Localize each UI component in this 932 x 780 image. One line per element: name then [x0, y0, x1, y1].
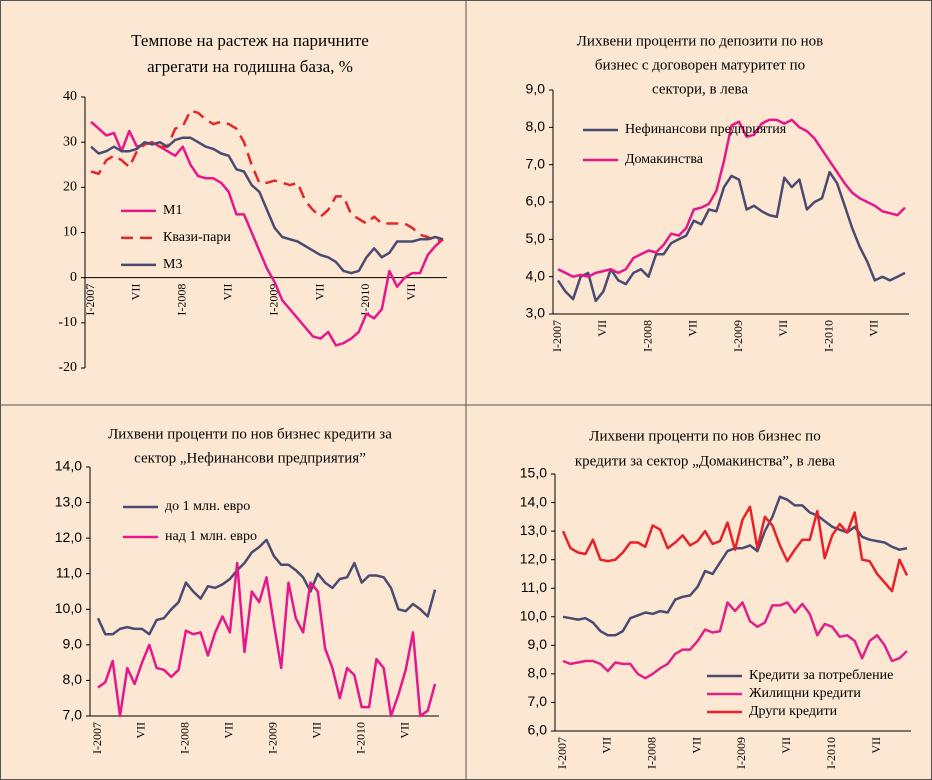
- chart-title: Лихвени проценти по нов бизнес по: [589, 428, 820, 444]
- chart-title: Темпове на растеж на паричните: [131, 31, 369, 50]
- y-tick-label: 13,0: [520, 522, 547, 538]
- x-tick-label: VII: [600, 737, 614, 754]
- y-tick-label: 8,0: [526, 118, 546, 134]
- series-line: [556, 170, 906, 303]
- legend-label: Нефинансови предприятия: [625, 122, 787, 137]
- x-tick-label: I-2009: [266, 284, 280, 316]
- legend-label: Жилищни кредити: [749, 686, 861, 701]
- y-tick-label: 9,0: [526, 81, 546, 97]
- chart-title: Лихвени проценти по нов бизнес кредити з…: [108, 426, 392, 442]
- y-tick-label: 9,0: [63, 636, 83, 652]
- x-tick-label: I-2010: [821, 320, 835, 352]
- x-tick-label: I-2007: [555, 737, 569, 769]
- x-tick-label: I-2007: [83, 284, 97, 316]
- x-tick-label: VII: [867, 320, 881, 337]
- y-tick-label: 10,0: [55, 600, 82, 616]
- x-tick-label: I-2010: [824, 737, 838, 769]
- y-tick-label: 8,0: [528, 665, 548, 681]
- x-tick-label: VII: [397, 722, 411, 739]
- legend-label: М3: [163, 257, 182, 272]
- x-tick-label: VII: [686, 320, 700, 337]
- y-tick-label: 30: [63, 134, 77, 149]
- series-line: [97, 561, 437, 718]
- legend-label: М1: [163, 203, 182, 218]
- y-tick-label: 7,0: [528, 693, 548, 709]
- y-tick-label: 9,0: [528, 636, 548, 652]
- x-tick-label: VII: [134, 722, 148, 739]
- x-tick-label: I-2009: [266, 722, 280, 754]
- y-tick-label: -20: [58, 360, 77, 375]
- y-tick-label: 10: [63, 225, 77, 240]
- x-tick-label: VII: [869, 737, 883, 754]
- x-tick-label: VII: [312, 284, 326, 301]
- x-tick-label: I-2008: [178, 722, 192, 754]
- legend-label: над 1 млн. евро: [165, 529, 257, 544]
- x-tick-label: I-2007: [550, 320, 564, 352]
- y-tick-label: 6,0: [528, 722, 548, 738]
- x-tick-label: I-2008: [175, 284, 189, 316]
- y-tick-label: 15,0: [520, 465, 547, 481]
- y-tick-label: 7,0: [526, 155, 546, 171]
- x-tick-label: VII: [779, 737, 793, 754]
- y-tick-label: 11,0: [56, 564, 82, 580]
- x-tick-label: VII: [129, 284, 143, 301]
- x-tick-label: VII: [776, 320, 790, 337]
- series-line: [562, 601, 908, 680]
- y-tick-label: 12,0: [55, 529, 82, 545]
- y-tick-label: 14,0: [520, 493, 547, 509]
- x-tick-label: VII: [310, 722, 324, 739]
- x-tick-label: I-2010: [358, 284, 372, 316]
- y-tick-label: 4,0: [526, 267, 546, 283]
- chart-title: бизнес с договорен матуритет по: [595, 57, 805, 73]
- x-tick-label: I-2008: [644, 737, 658, 769]
- y-tick-label: 3,0: [526, 305, 546, 321]
- chart-title: агрегати на годишна база, %: [147, 57, 353, 76]
- x-tick-label: I-2009: [734, 737, 748, 769]
- series-line: [561, 505, 909, 593]
- chart-title: кредити за сектор „Домакинства”, в лева: [575, 453, 836, 469]
- x-tick-label: VII: [595, 320, 609, 337]
- x-tick-label: I-2008: [640, 320, 654, 352]
- y-tick-label: 12,0: [520, 550, 547, 566]
- y-tick-label: 14,0: [55, 458, 82, 474]
- x-tick-label: VII: [689, 737, 703, 754]
- y-tick-label: 6,0: [526, 193, 546, 209]
- x-tick-label: I-2009: [731, 320, 745, 352]
- chart-title: сектор „Нефинансови предприятия”: [134, 450, 366, 466]
- x-tick-label: I-2010: [353, 722, 367, 754]
- legend-label: Други кредити: [749, 704, 838, 719]
- x-tick-label: I-2007: [90, 722, 104, 754]
- y-tick-label: 8,0: [63, 671, 83, 687]
- series-line: [96, 538, 437, 636]
- legend-label: Квази-пари: [163, 230, 231, 245]
- y-tick-label: 13,0: [55, 493, 82, 509]
- series-line: [557, 118, 906, 278]
- legend-label: Кредити за потребление: [749, 668, 893, 683]
- y-tick-label: 5,0: [526, 230, 546, 246]
- legend-label: Домакинства: [625, 152, 704, 167]
- y-tick-label: 20: [63, 180, 77, 195]
- y-tick-label: -10: [58, 315, 77, 330]
- y-tick-label: 7,0: [63, 707, 83, 723]
- chart-title: сектори, в лева: [652, 81, 748, 97]
- y-tick-label: 40: [63, 89, 77, 104]
- x-tick-label: VII: [220, 284, 234, 301]
- y-tick-label: 11,0: [521, 579, 547, 595]
- x-tick-label: VII: [404, 284, 418, 301]
- y-tick-label: 10,0: [520, 607, 547, 623]
- legend-label: до 1 млн. евро: [165, 499, 250, 514]
- y-tick-label: 0: [70, 270, 77, 285]
- chart-title: Лихвени проценти по депозити по нов: [577, 33, 824, 49]
- series-line: [90, 136, 444, 275]
- x-tick-label: VII: [222, 722, 236, 739]
